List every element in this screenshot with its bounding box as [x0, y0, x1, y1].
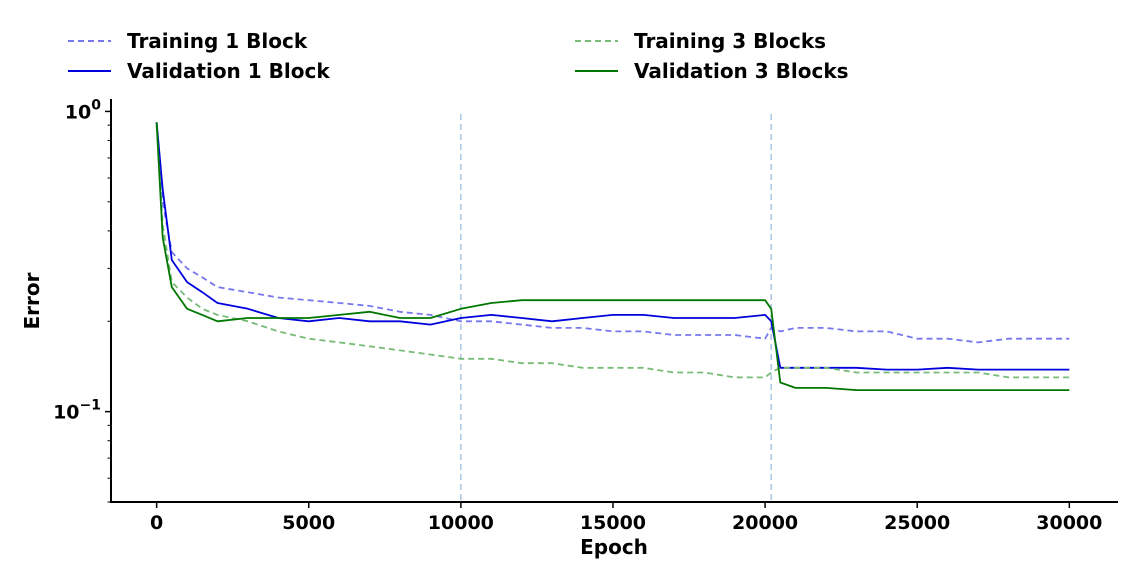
x-tick-label: 25000 [884, 512, 950, 534]
x-tick-label: 5000 [282, 512, 335, 534]
legend-label: Training 3 Blocks [634, 29, 826, 53]
y-ticks: 10−1 100 [53, 97, 111, 503]
legend: Training 1 Block Validation 1 Block Traini… [68, 29, 849, 83]
series-line-3 [155, 125, 1070, 379]
series-layer [155, 122, 1070, 392]
y-axis-title: Error [20, 272, 44, 329]
legend-label: Validation 3 Blocks [634, 59, 849, 83]
x-tick-label: 20000 [732, 512, 798, 534]
y-tick-label: 100 [65, 97, 101, 123]
vertical-reference-lines [460, 114, 772, 502]
series-line-4 [155, 122, 1070, 392]
legend-label: Validation 1 Block [127, 59, 330, 83]
x-tick-label: 0 [150, 512, 163, 534]
y-tick-label: 10−1 [53, 398, 101, 424]
legend-label: Training 1 Block [127, 29, 308, 53]
x-tick-label: 15000 [580, 512, 646, 534]
x-tick-label: 10000 [428, 512, 494, 534]
x-axis-title: Epoch [580, 535, 648, 559]
series-line-1 [155, 122, 1070, 344]
x-tick-label: 30000 [1036, 512, 1102, 534]
axes: 0 5000 10000 15000 20000 25000 30000 10−1 100 E… [20, 97, 1118, 559]
series-line-2 [155, 122, 1070, 371]
plot-area [155, 114, 1070, 502]
x-ticks: 0 5000 10000 15000 20000 25000 30000 [150, 502, 1102, 534]
